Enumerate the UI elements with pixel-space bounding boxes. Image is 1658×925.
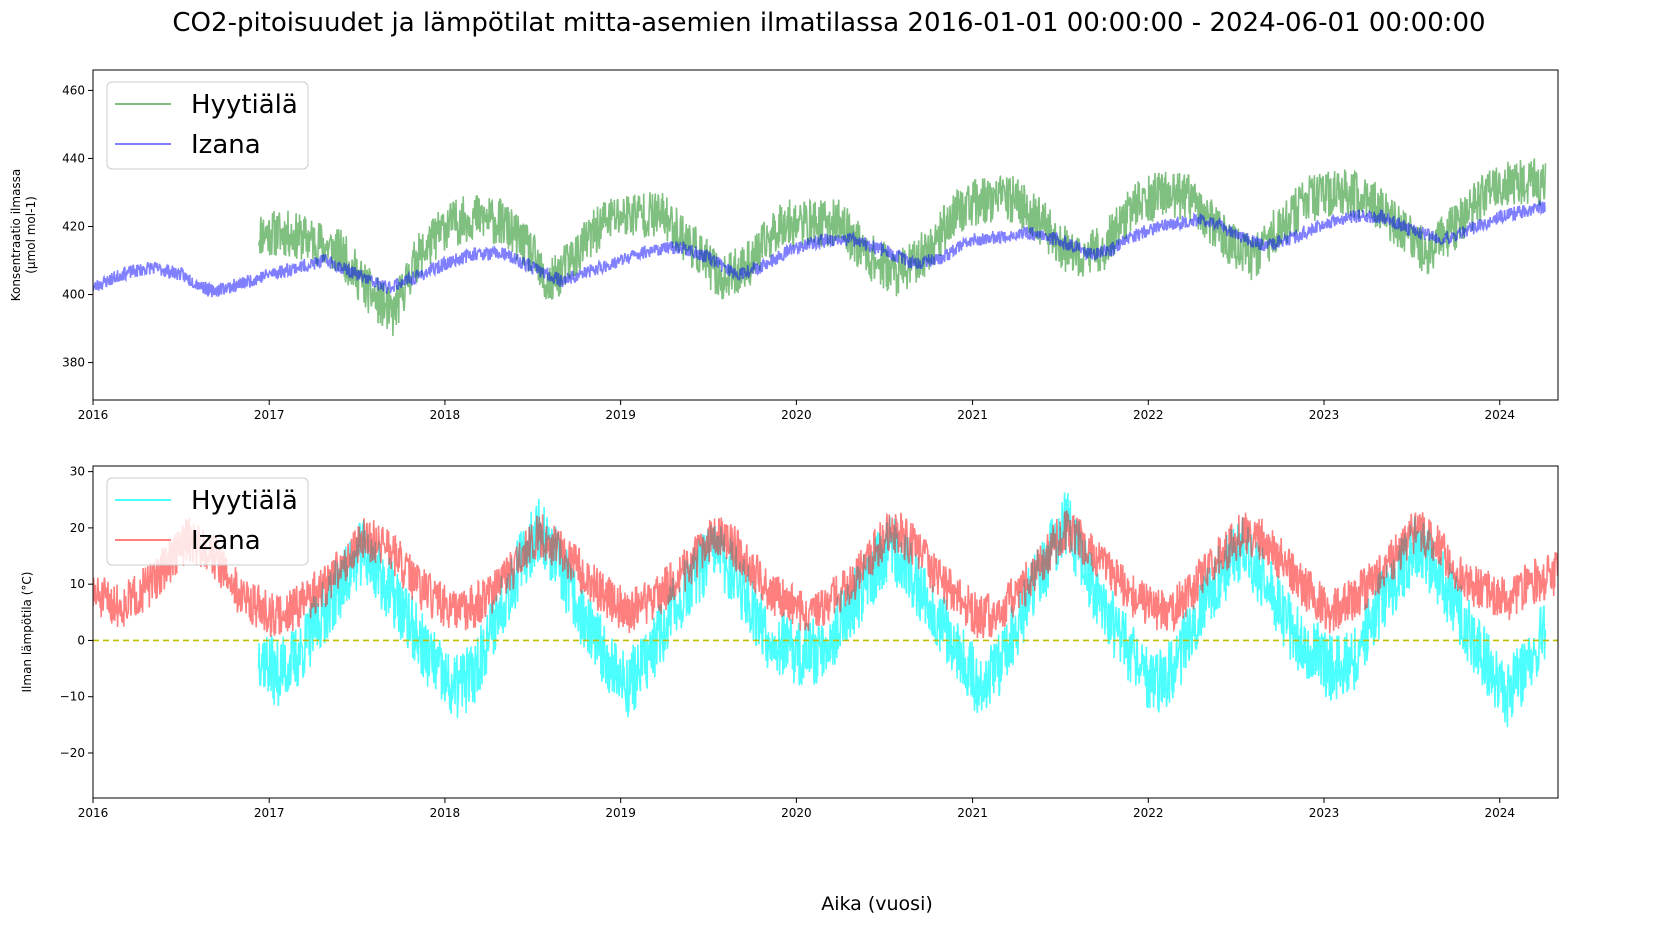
y-tick-label: 440 — [62, 151, 85, 165]
y-tick-label: 30 — [70, 465, 85, 479]
y-tick-label: 380 — [62, 356, 85, 370]
legend: Hyytiälä Izana — [106, 81, 309, 170]
x-tick-label: 2020 — [781, 806, 812, 820]
series-line-0 — [257, 492, 1547, 728]
x-tick-label: 2022 — [1133, 408, 1164, 422]
x-tick-label: 2021 — [957, 806, 988, 820]
co2-concentration-panel: 2016 2017 2018 2019 2020 2021 2022 2023 2024 380 4… — [9, 69, 1559, 422]
air-temperature-panel: 2016 2017 2018 2019 2020 2021 2022 2023 2024 −20 −… — [20, 465, 1559, 820]
series-line-1 — [93, 200, 1546, 298]
x-tick-label: 2024 — [1484, 408, 1515, 422]
figure-title: CO2-pitoisuudet ja lämpötilat mitta-asem… — [172, 8, 1485, 38]
legend-label: Izana — [191, 526, 261, 556]
x-tick-label: 2017 — [254, 806, 285, 820]
legend-label: Hyytiälä — [191, 486, 298, 516]
x-tick-label: 2018 — [430, 806, 461, 820]
x-tick-label: 2023 — [1309, 408, 1340, 422]
y-axis-label-line: Ilman lämpötila (°C) — [20, 572, 34, 693]
figure-xlabel: Aika (vuosi) — [821, 893, 933, 915]
legend-label: Izana — [191, 130, 261, 160]
x-tick-label: 2019 — [605, 806, 636, 820]
x-tick-label: 2024 — [1484, 806, 1515, 820]
legend-label: Hyytiälä — [191, 90, 298, 120]
series-line-0 — [257, 158, 1547, 337]
x-tick-label: 2019 — [605, 408, 636, 422]
y-tick-label: 10 — [70, 577, 85, 591]
x-tick-label: 2022 — [1133, 806, 1164, 820]
x-tick-label: 2020 — [781, 408, 812, 422]
y-tick-label: 420 — [62, 219, 85, 233]
legend: Hyytiälä Izana — [106, 477, 309, 566]
y-tick-label: 0 — [77, 633, 85, 647]
axes-frame — [92, 465, 1559, 799]
y-axis-label: Konsentraatio ilmassa(µmol mol-1) — [9, 169, 38, 302]
series-line-1 — [93, 510, 1558, 639]
x-tick-label: 2018 — [430, 408, 461, 422]
y-tick-label: 20 — [70, 521, 85, 535]
y-tick-label: 460 — [62, 83, 85, 97]
y-axis-label-line: (µmol mol-1) — [24, 196, 38, 274]
y-tick-label: −10 — [60, 690, 85, 704]
x-tick-label: 2021 — [957, 408, 988, 422]
axes-frame — [92, 69, 1559, 401]
y-axis-label-line: Konsentraatio ilmassa — [9, 169, 23, 302]
y-tick-label: 400 — [62, 288, 85, 302]
y-tick-label: −20 — [60, 746, 85, 760]
x-tick-label: 2016 — [78, 408, 109, 422]
x-tick-label: 2016 — [78, 806, 109, 820]
y-axis-label: Ilman lämpötila (°C) — [20, 572, 34, 693]
x-tick-label: 2023 — [1309, 806, 1340, 820]
x-tick-label: 2017 — [254, 408, 285, 422]
